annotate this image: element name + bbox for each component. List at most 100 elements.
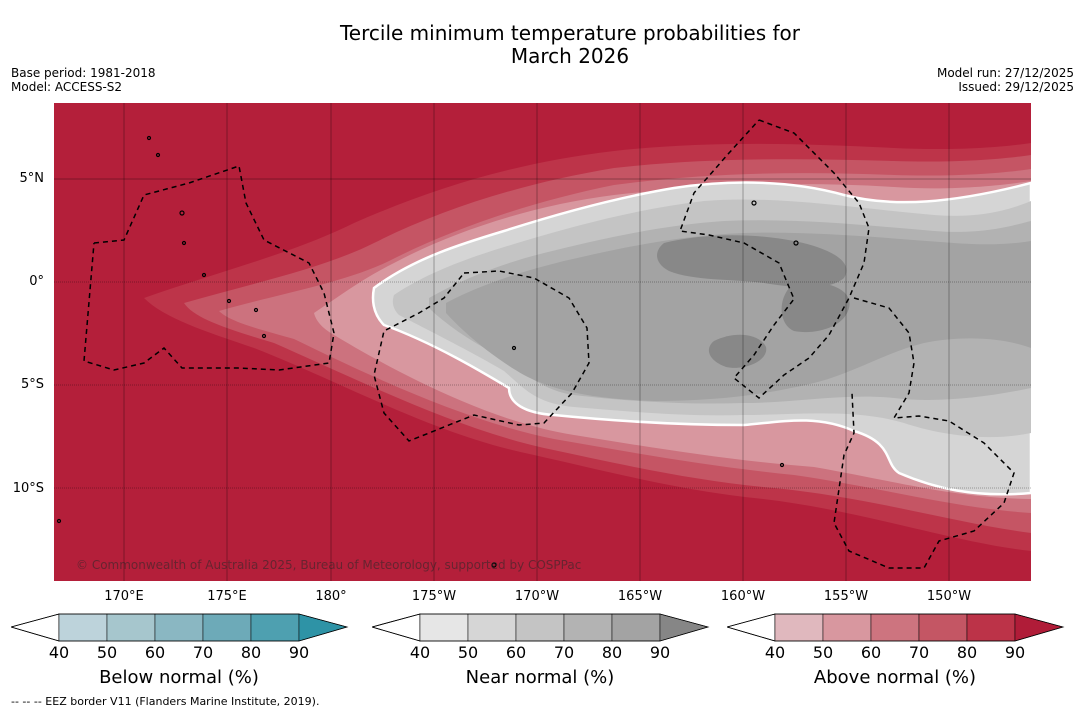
lon-label-170e: 170°E bbox=[104, 589, 144, 604]
island bbox=[201, 272, 207, 278]
colorbar-above-segment bbox=[870, 613, 920, 642]
colorbar-near-segment bbox=[563, 613, 613, 642]
colorbar-tick: 40 bbox=[764, 643, 786, 662]
colorbar-near-segment bbox=[419, 613, 469, 642]
colorbar-tick: 40 bbox=[409, 643, 431, 662]
title-line-2: March 2026 bbox=[510, 44, 630, 68]
near-normal-90-patch bbox=[781, 282, 850, 333]
colorbar-below-lower-extend bbox=[9, 613, 60, 642]
colorbar-near-label: Near normal (%) bbox=[465, 667, 615, 688]
lon-label-165w: 165°W bbox=[617, 589, 663, 604]
model-name: Model: ACCESS-S2 bbox=[11, 80, 123, 94]
lon-label-170w: 170°W bbox=[514, 589, 560, 604]
eez-borders bbox=[83, 119, 1015, 569]
island bbox=[179, 210, 185, 216]
islands bbox=[56, 135, 799, 568]
colorbar-near-normal bbox=[370, 613, 712, 647]
island bbox=[226, 298, 232, 304]
island bbox=[146, 135, 152, 141]
colorbar-tick: 50 bbox=[96, 643, 118, 662]
issued-date: Issued: 29/12/2025 bbox=[958, 80, 1074, 94]
colorbar-tick: 60 bbox=[505, 643, 527, 662]
island bbox=[779, 462, 785, 468]
colorbar-tick: 60 bbox=[860, 643, 882, 662]
lat-label-5n: 5°N bbox=[19, 171, 45, 186]
colorbar-below-outline bbox=[9, 613, 349, 642]
colorbar-above-lower-extend bbox=[725, 613, 776, 642]
island bbox=[491, 562, 497, 568]
lon-label-175e: 175°E bbox=[207, 589, 247, 604]
island bbox=[253, 307, 259, 313]
colorbar-below-upper-extend bbox=[298, 613, 348, 642]
colorbar-below-segment bbox=[154, 613, 204, 642]
lat-label-equator: 0° bbox=[29, 274, 44, 289]
colorbar-below-segment bbox=[250, 613, 300, 642]
colorbar-tick: 70 bbox=[908, 643, 930, 662]
probability-map bbox=[54, 103, 1031, 581]
run-info: Model run: 27/12/2025 Issued: 29/12/2025 bbox=[937, 66, 1074, 94]
colorbar-above-segment bbox=[774, 613, 824, 642]
colorbar-below-label: Below normal (%) bbox=[99, 667, 259, 688]
colorbar-below-svg bbox=[9, 613, 349, 642]
island bbox=[511, 345, 517, 351]
colorbar-near-segment bbox=[611, 613, 661, 642]
colorbar-near-upper-extend bbox=[659, 613, 709, 642]
chart-title: Tercile minimum temperature probabilitie… bbox=[0, 22, 1085, 68]
colorbar-above-outline bbox=[725, 613, 1065, 642]
colorbar-near-segment bbox=[515, 613, 565, 642]
lat-label-10s: 10°S bbox=[12, 481, 44, 496]
colorbar-above-segment bbox=[918, 613, 968, 642]
island bbox=[793, 240, 799, 246]
title-line-1: Tercile minimum temperature probabilitie… bbox=[339, 21, 801, 45]
colorbar-near-segment bbox=[467, 613, 517, 642]
colorbar-above-segment bbox=[822, 613, 872, 642]
colorbar-tick: 80 bbox=[601, 643, 623, 662]
colorbar-near-outline bbox=[370, 613, 710, 642]
model-run: Model run: 27/12/2025 bbox=[936, 66, 1074, 80]
eez-border-kiribati-gilbert bbox=[83, 165, 335, 371]
island bbox=[181, 240, 187, 246]
lon-label-180: 180° bbox=[315, 589, 347, 604]
island bbox=[261, 333, 267, 339]
colorbar-near-svg bbox=[370, 613, 710, 642]
colorbar-above-upper-extend bbox=[1014, 613, 1064, 642]
colorbar-tick: 60 bbox=[144, 643, 166, 662]
eez-border-tokelau bbox=[373, 270, 590, 442]
colorbar-tick: 90 bbox=[288, 643, 310, 662]
colorbar-above-label: Above normal (%) bbox=[813, 667, 977, 688]
eez-border-line-islands-north bbox=[678, 119, 870, 399]
base-period: Base period: 1981-2018 bbox=[11, 66, 156, 80]
colorbar-above-normal bbox=[725, 613, 1067, 647]
colorbar-tick: 70 bbox=[192, 643, 214, 662]
lon-label-150w: 150°W bbox=[926, 589, 972, 604]
lon-label-175w: 175°W bbox=[411, 589, 457, 604]
colorbar-tick: 90 bbox=[649, 643, 671, 662]
colorbar-below-normal bbox=[9, 613, 351, 647]
colorbar-above-svg bbox=[725, 613, 1065, 642]
colorbar-tick: 80 bbox=[956, 643, 978, 662]
colorbar-tick: 50 bbox=[812, 643, 834, 662]
colorbar-tick: 70 bbox=[553, 643, 575, 662]
colorbar-tick: 80 bbox=[240, 643, 262, 662]
colorbar-below-segment bbox=[202, 613, 252, 642]
colorbar-above-segment bbox=[966, 613, 1016, 642]
lat-label-5s: 5°S bbox=[20, 377, 44, 392]
near-normal-80-band bbox=[446, 232, 1031, 401]
eez-border-cook-north bbox=[833, 297, 1015, 569]
base-info: Base period: 1981-2018 Model: ACCESS-S2 bbox=[11, 66, 156, 94]
island bbox=[56, 518, 62, 524]
colorbar-tick: 50 bbox=[457, 643, 479, 662]
map-svg bbox=[54, 103, 1031, 581]
eez-footnote: -- -- -- EEZ border V11 (Flanders Marine… bbox=[11, 695, 320, 708]
lon-label-160w: 160°W bbox=[720, 589, 766, 604]
near-normal-90-patch bbox=[657, 235, 847, 288]
graticule bbox=[54, 103, 1031, 581]
colorbar-near-lower-extend bbox=[370, 613, 421, 642]
colorbar-tick: 90 bbox=[1004, 643, 1026, 662]
island bbox=[751, 200, 757, 206]
island bbox=[155, 152, 161, 158]
lon-label-155w: 155°W bbox=[823, 589, 869, 604]
copyright-notice: © Commonwealth of Australia 2025, Bureau… bbox=[76, 558, 582, 572]
colorbar-tick: 40 bbox=[48, 643, 70, 662]
colorbar-below-segment bbox=[58, 613, 108, 642]
